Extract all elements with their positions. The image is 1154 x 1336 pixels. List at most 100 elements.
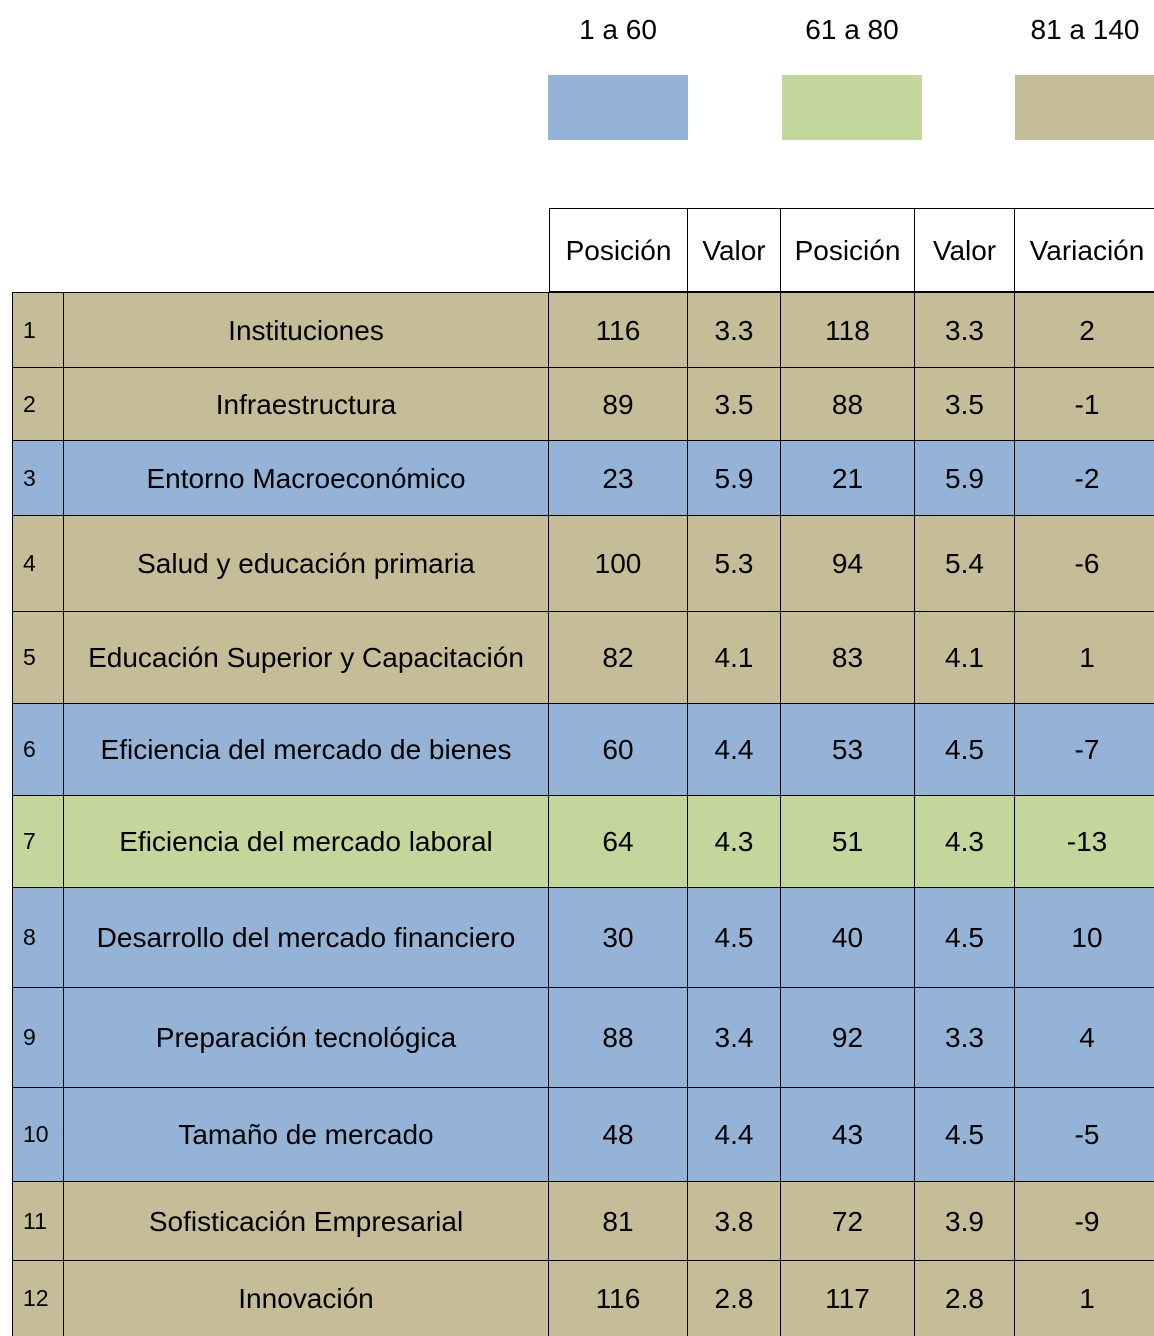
- row-value: 4.5: [915, 888, 1015, 988]
- row-value: 30: [549, 888, 688, 988]
- row-value: 3.4: [688, 988, 781, 1088]
- row-value-text: 94: [831, 548, 864, 579]
- row-value: 3.5: [688, 368, 781, 441]
- legend-label-text: 1 a 60: [579, 14, 657, 45]
- row-value-text: 3.9: [945, 1205, 984, 1237]
- row-value-text: 72: [831, 1205, 864, 1237]
- row-label: Preparación tecnológica: [64, 988, 549, 1088]
- row-value: 81: [549, 1182, 688, 1261]
- header-cell-text: Valor: [932, 234, 997, 266]
- row-number-text: 8: [23, 924, 36, 950]
- row-value-text: -9: [1074, 1205, 1100, 1237]
- row-label-text: Educación Superior y Capacitación: [88, 642, 524, 673]
- row-label-text: Infraestructura: [215, 388, 397, 420]
- row-value: 48: [549, 1088, 688, 1182]
- row-value: 4.4: [688, 1088, 781, 1182]
- row-value-text: 43: [831, 1119, 864, 1150]
- row-number: 3: [12, 441, 64, 516]
- row-value: 3.8: [688, 1182, 781, 1261]
- row-value: 2.8: [915, 1261, 1015, 1336]
- row-value-text: 82: [602, 642, 634, 673]
- row-value: 83: [781, 612, 915, 704]
- row-value-text: 81: [602, 1205, 634, 1237]
- row-value-text: 83: [831, 642, 864, 673]
- row-label: Infraestructura: [64, 368, 549, 441]
- header-cell-text: Variación: [1029, 234, 1145, 266]
- row-number-text: 3: [23, 464, 36, 491]
- row-number: 4: [12, 516, 64, 612]
- row-value-text: 10: [1071, 922, 1103, 953]
- row-value: 88: [781, 368, 915, 441]
- row-number-text: 9: [23, 1024, 36, 1050]
- row-label-text: Salud y educación primaria: [137, 548, 475, 579]
- row-value-text: 92: [831, 1022, 864, 1053]
- row-value-text: 4.5: [945, 1119, 984, 1150]
- row-number-text: 5: [23, 644, 36, 670]
- row-value-text: 60: [602, 734, 634, 765]
- row-value-text: 21: [831, 462, 864, 494]
- row-value-text: 3.3: [945, 1022, 984, 1053]
- row-value: 43: [781, 1088, 915, 1182]
- row-value-text: 4.5: [945, 922, 984, 953]
- row-value: 3.5: [915, 368, 1015, 441]
- row-value-text: 5.9: [714, 462, 754, 494]
- legend-label: 61 a 80: [752, 14, 952, 50]
- row-label: Tamaño de mercado: [64, 1088, 549, 1182]
- row-label-text: Eficiencia del mercado laboral: [119, 826, 493, 857]
- legend-label-text: 61 a 80: [805, 14, 899, 45]
- row-value: 2: [1015, 292, 1154, 368]
- header-cell: Variación: [1015, 208, 1154, 292]
- row-value: 60: [549, 704, 688, 796]
- row-value: 4.5: [688, 888, 781, 988]
- header-cell-text: Posición: [794, 234, 901, 266]
- row-value: -7: [1015, 704, 1154, 796]
- row-label-text: Desarrollo del mercado financiero: [96, 922, 516, 953]
- row-number: 5: [12, 612, 64, 704]
- row-number: 1: [12, 292, 64, 368]
- row-value: -6: [1015, 516, 1154, 612]
- row-value: 5.9: [688, 441, 781, 516]
- row-value-text: 4.4: [714, 734, 754, 765]
- row-value: 89: [549, 368, 688, 441]
- row-label-text: Sofisticación Empresarial: [148, 1205, 464, 1237]
- row-label: Sofisticación Empresarial: [64, 1182, 549, 1261]
- row-value-text: -7: [1074, 734, 1100, 765]
- row-value: 100: [549, 516, 688, 612]
- row-value-text: 88: [602, 1022, 634, 1053]
- row-value-text: 30: [602, 922, 634, 953]
- row-label-text: Preparación tecnológica: [155, 1022, 457, 1053]
- row-number: 7: [12, 796, 64, 888]
- row-number: 2: [12, 368, 64, 441]
- row-label: Innovación: [64, 1261, 549, 1336]
- row-value: 23: [549, 441, 688, 516]
- legend-swatch: [782, 75, 922, 140]
- row-value-text: 3.8: [714, 1205, 754, 1237]
- row-number: 10: [12, 1088, 64, 1182]
- row-value-text: 2.8: [945, 1283, 984, 1314]
- row-number-text: 10: [23, 1121, 49, 1147]
- row-number: 8: [12, 888, 64, 988]
- legend-label-text: 81 a 140: [1030, 14, 1140, 45]
- row-number-text: 6: [23, 736, 36, 762]
- row-value-text: 100: [594, 548, 642, 579]
- row-value-text: 89: [602, 388, 634, 420]
- row-value-text: 48: [602, 1119, 634, 1150]
- row-value-text: 3.5: [945, 388, 984, 420]
- row-value-text: -2: [1074, 462, 1100, 494]
- row-label: Eficiencia del mercado de bienes: [64, 704, 549, 796]
- row-value: 4.5: [915, 704, 1015, 796]
- row-value-text: 3.3: [714, 314, 754, 346]
- row-value: 4: [1015, 988, 1154, 1088]
- row-value: 4.3: [688, 796, 781, 888]
- row-value: 72: [781, 1182, 915, 1261]
- legend-label: 81 a 140: [985, 14, 1154, 50]
- row-value: 10: [1015, 888, 1154, 988]
- row-value-text: 118: [825, 314, 870, 346]
- row-number-text: 11: [23, 1207, 47, 1234]
- row-value: 4.1: [915, 612, 1015, 704]
- header-cell: Valor: [688, 208, 781, 292]
- row-value: 94: [781, 516, 915, 612]
- header-cell: Posición: [549, 208, 688, 292]
- row-number: 6: [12, 704, 64, 796]
